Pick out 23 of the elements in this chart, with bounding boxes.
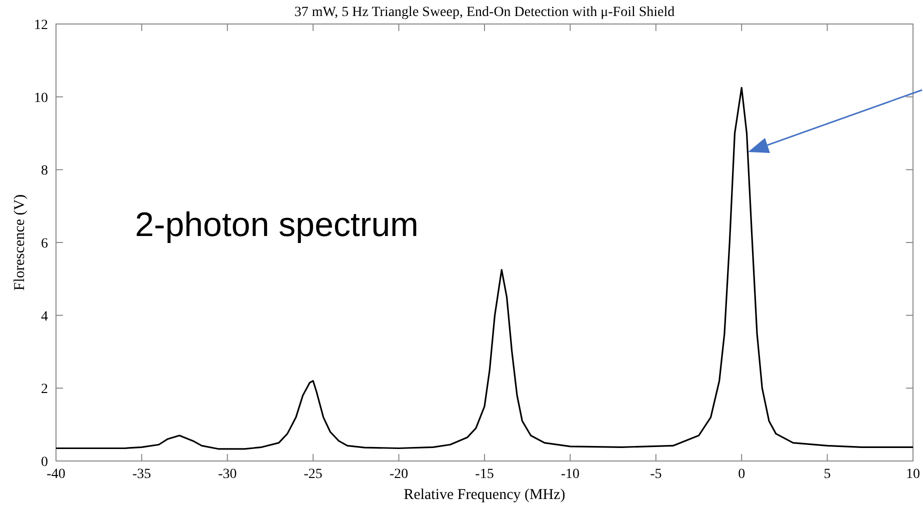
chart-title: 37 mW, 5 Hz Triangle Sweep, End-On Detection with μ-Foil Shield (294, 5, 675, 20)
y-tick-label: 10 (34, 90, 48, 106)
x-tick-label: 5 (824, 467, 831, 482)
y-tick-label: 6 (41, 236, 48, 252)
x-tick-label: -5 (650, 467, 662, 482)
x-tick-label: -35 (132, 467, 152, 482)
line-series (55, 86, 914, 450)
y-tick-label: 12 (34, 18, 48, 33)
annotation: 2-photon spectrum (135, 206, 418, 244)
x-tick-label: -20 (389, 467, 408, 482)
x-tick-label: -10 (560, 467, 580, 482)
x-tick-label: -25 (304, 467, 322, 482)
x-tick-label: 0 (738, 467, 746, 482)
x-tick-label: -40 (46, 467, 66, 482)
y-tick-label: 4 (41, 309, 48, 324)
x-axis-title: Relative Frequency (MHz) (404, 487, 566, 503)
y-axis-title: Florescence (V) (12, 194, 28, 291)
y-tick-label: 2 (41, 382, 48, 398)
x-tick-label: -30 (218, 467, 237, 482)
y-tick-label: 0 (41, 455, 48, 470)
x-tick-label: 10 (906, 467, 920, 482)
x-tick-label: -15 (475, 467, 494, 482)
y-tick-label: 8 (41, 164, 48, 179)
